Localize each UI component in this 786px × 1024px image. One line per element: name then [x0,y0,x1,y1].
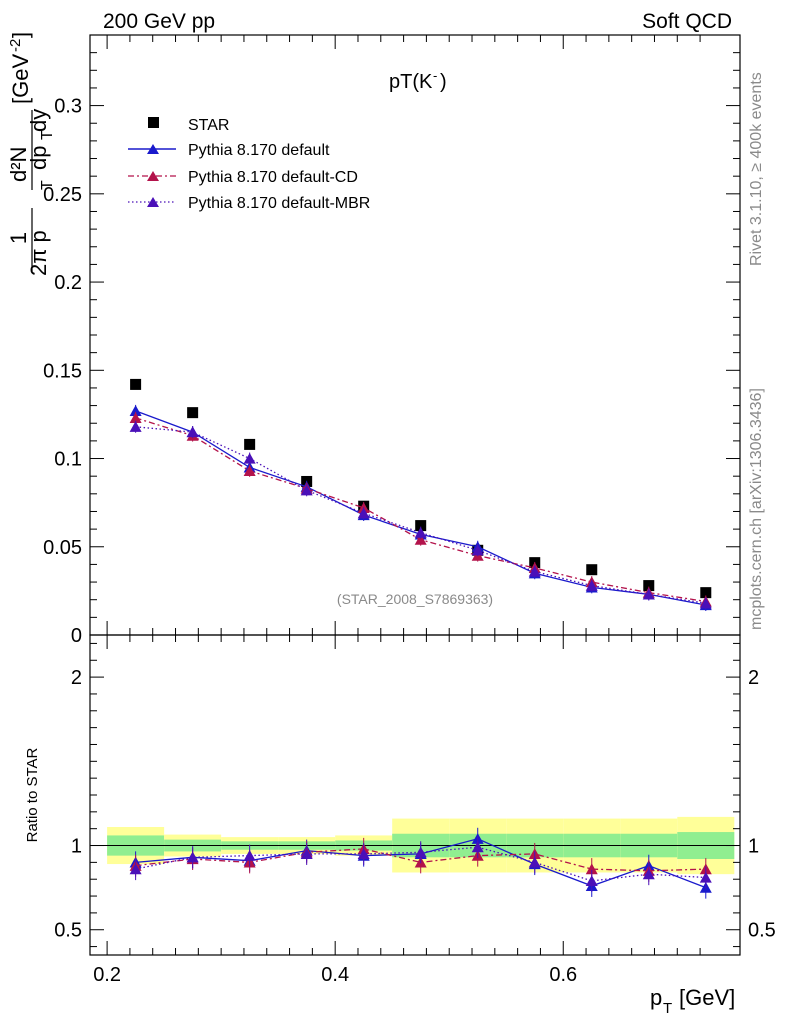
main-point-2-2 [243,465,256,476]
main-point-1-0 [129,405,142,416]
star-point-8 [586,564,598,576]
star-point-0 [130,378,142,390]
xlabel-sub: T [663,1000,672,1017]
legend-cd-label: Pythia 8.170 default-CD [188,169,358,186]
ratio-point-2-8 [585,875,598,886]
main-point-2-5 [414,534,427,545]
title-sup: - [433,68,437,83]
legend: STAR Pythia 8.170 default Pythia 8.170 d… [128,117,370,212]
ratio-point-2-0 [129,863,142,875]
legend-star-label: STAR [188,117,229,134]
main-point-3-10 [699,597,712,609]
star-point-2 [244,438,256,450]
star-point-10 [700,587,712,599]
main-point-3-2 [243,452,256,464]
chart-title: pT(K - ) [389,68,447,93]
main-point-3-7 [528,565,541,577]
ylabel-2pi: 2π p [26,230,51,276]
xlabel-main: p [650,985,662,1010]
x-tick-label-2: 0.6 [549,964,577,986]
y-tick-label-6: 0.3 [54,96,82,118]
y-tick-label-4: 0.2 [54,272,82,294]
ylabel-sub-t2: T [39,130,56,140]
ratio-point-2-2 [243,849,256,861]
header-left: 200 GeV pp [103,10,215,33]
ylabel-sub-t1: T [39,180,56,190]
header-right: Soft QCD [642,10,732,33]
main-point-3-0 [129,421,142,432]
main-line-1 [135,410,706,606]
ratio-y-tick-label-left-1: 1 [71,836,82,858]
ylabel-num: d²N [6,147,31,182]
legend-default-label: Pythia 8.170 default [188,142,330,159]
ylabel-unit-close: ] [8,32,33,38]
y-tick-label-3: 0.15 [43,360,82,382]
y-tick-label-1: 0.05 [43,537,82,559]
ratio-point-2-9 [642,868,655,880]
y-tick-label-5: 0.25 [43,184,82,206]
ylabel-dp: dp [26,146,51,170]
legend-mbr-label: Pythia 8.170 default-MBR [188,195,370,212]
legend-mbr-marker [147,197,159,207]
ratio-y-tick-label-left-0: 0.5 [54,920,82,942]
main-point-2-0 [129,412,142,424]
ratio-point-2-7 [528,856,541,868]
ratio-frame [89,634,741,956]
main-series [129,378,712,611]
ratio-point-2-10 [699,871,712,883]
ratio-y-tick-label-right-0: 0.5 [748,920,776,942]
main-point-3-4 [357,507,370,519]
main-point-3-5 [414,526,427,538]
main-point-3-1 [186,426,199,438]
ratio-series [129,827,712,899]
title-close: ) [440,71,447,93]
x-axis-label: p T [GeV] [650,985,735,1017]
ratio-line-1 [135,848,706,872]
xlabel-unit: [GeV] [679,985,735,1010]
ylabel-unit: [GeV [8,54,33,104]
ratio-point-1-8 [585,863,598,875]
main-point-3-8 [585,579,598,591]
axes: 0.2 0.4 0.6 0 0.05 0.1 0.15 0.2 0.25 0.3 0.5 0.5 1 1 2… [43,34,776,986]
legend-star-marker [148,117,159,128]
legend-default-marker [147,144,159,154]
main-point-3-6 [471,544,484,556]
ratio-point-2-5 [414,846,427,858]
y-tick-label-0: 0 [71,625,82,647]
legend-cd-marker [147,171,159,181]
ratio-line-2 [135,846,706,882]
ratio-point-2-6 [471,841,484,853]
y-tick-label-2: 0.1 [54,449,82,471]
ratio-y-label: Ratio to STAR [24,747,41,842]
ratio-point-2-1 [186,851,199,863]
ratio-point-2-4 [357,848,370,860]
x-tick-label-0: 0.2 [93,964,121,986]
title-main: pT(K [389,71,433,93]
ylabel-dy: dy [26,109,51,132]
ratio-y-tick-label-left-2: 2 [71,667,82,689]
mcplots-label: mcplots.cern.ch [arXiv:1306.3436] [748,388,765,630]
star-point-1 [187,407,199,419]
ratio-y-tick-label-right-1: 1 [748,836,759,858]
x-tick-label-1: 0.4 [321,964,349,986]
y-axis-label: 1 2π p T d²N dp T dy [GeV -2 ] [6,32,56,276]
star-point-5 [415,520,427,532]
ylabel-one: 1 [6,232,31,244]
ylabel-unit-exp: -2 [7,39,24,52]
main-point-3-9 [642,588,655,600]
star-point-9 [643,580,655,592]
main-point-3-3 [300,484,313,496]
ratio-y-tick-label-right-2: 2 [748,667,759,689]
ratio-point-2-3 [300,848,313,860]
rivet-label: Rivet 3.1.10, ≥ 400k events [748,72,765,266]
analysis-annotation: (STAR_2008_S7869363) [337,591,493,607]
